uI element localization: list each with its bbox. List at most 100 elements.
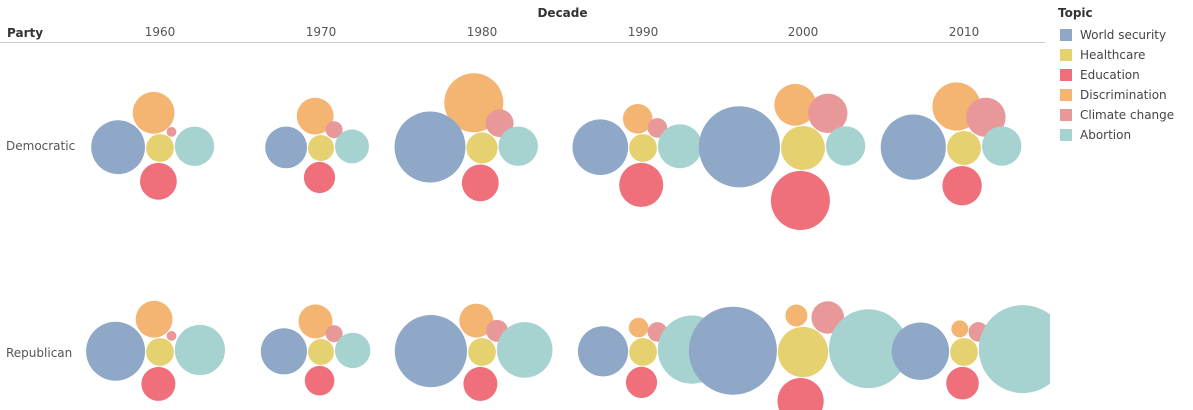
bubble-cluster-democratic-1980 xyxy=(394,73,538,202)
legend-swatch xyxy=(1060,89,1072,101)
bubble-education-republican-1990[interactable] xyxy=(625,366,658,398)
header-divider xyxy=(0,42,1045,43)
decade-header-1990[interactable]: 1990 xyxy=(627,25,659,39)
bubble-education-democratic-1980[interactable] xyxy=(461,164,499,202)
bubble-world-security-democratic-1980[interactable] xyxy=(394,111,466,183)
bubble-climate-change-democratic-1970[interactable] xyxy=(325,121,343,139)
legend-item-abortion[interactable]: Abortion xyxy=(1058,125,1188,145)
legend-item-climate-change[interactable]: Climate change xyxy=(1058,105,1188,125)
bubble-world-security-democratic-1960[interactable] xyxy=(91,120,145,175)
bubble-climate-change-democratic-1960[interactable] xyxy=(166,126,177,137)
bubble-world-security-republican-2010[interactable] xyxy=(891,322,950,380)
legend-label: Abortion xyxy=(1080,128,1132,142)
bubble-world-security-democratic-1970[interactable] xyxy=(265,126,307,169)
legend-swatch xyxy=(1060,129,1072,141)
bubble-abortion-democratic-1990[interactable] xyxy=(657,124,702,169)
bubble-discrimination-democratic-2000[interactable] xyxy=(774,83,817,126)
decade-header-2000[interactable]: 2000 xyxy=(787,25,819,39)
bubble-climate-change-democratic-2000[interactable] xyxy=(808,93,848,133)
bubble-world-security-republican-1980[interactable] xyxy=(394,315,467,388)
bubble-world-security-democratic-2000[interactable] xyxy=(698,106,781,188)
bubble-cluster-republican-2000 xyxy=(688,301,908,410)
bubble-discrimination-republican-1980[interactable] xyxy=(459,303,494,338)
bubble-abortion-republican-1980[interactable] xyxy=(496,322,553,378)
bubble-cluster-republican-2010 xyxy=(891,305,1050,400)
bubble-abortion-democratic-1970[interactable] xyxy=(335,129,369,164)
bubble-abortion-democratic-1960[interactable] xyxy=(174,126,215,166)
decade-header-2010[interactable]: 2010 xyxy=(948,25,980,39)
bubble-healthcare-republican-1990[interactable] xyxy=(629,338,657,366)
bubble-education-democratic-2010[interactable] xyxy=(942,166,982,206)
bubble-education-democratic-2000[interactable] xyxy=(770,171,830,230)
decade-header-1960[interactable]: 1960 xyxy=(144,25,176,39)
legend-item-healthcare[interactable]: Healthcare xyxy=(1058,45,1188,65)
bubble-healthcare-republican-2010[interactable] xyxy=(950,338,978,366)
bubble-healthcare-republican-1980[interactable] xyxy=(468,338,496,366)
bubble-discrimination-republican-2000[interactable] xyxy=(785,304,808,327)
legend-label: Climate change xyxy=(1080,108,1175,122)
legend-swatch xyxy=(1060,49,1072,61)
bubble-education-democratic-1960[interactable] xyxy=(140,162,177,200)
legend-swatch xyxy=(1060,69,1072,81)
bubble-healthcare-democratic-1980[interactable] xyxy=(466,132,498,164)
bubble-healthcare-republican-2000[interactable] xyxy=(777,326,829,378)
bubble-education-republican-2010[interactable] xyxy=(946,366,979,400)
bubble-healthcare-democratic-1970[interactable] xyxy=(308,135,334,161)
decade-header-1980[interactable]: 1980 xyxy=(466,25,498,39)
bubble-abortion-republican-1970[interactable] xyxy=(335,332,371,369)
bubble-world-security-republican-1990[interactable] xyxy=(577,326,629,377)
bubble-education-republican-1980[interactable] xyxy=(463,366,498,401)
bubble-healthcare-democratic-2000[interactable] xyxy=(781,126,825,170)
bubble-abortion-republican-1960[interactable] xyxy=(174,324,225,376)
bubble-education-republican-2000[interactable] xyxy=(777,378,824,410)
bubble-climate-change-democratic-1990[interactable] xyxy=(647,118,668,138)
party-label-democratic[interactable]: Democratic xyxy=(6,139,76,153)
bubble-education-republican-1960[interactable] xyxy=(141,366,176,401)
bubble-cluster-democratic-1960 xyxy=(91,91,215,200)
bubble-cluster-democratic-2010 xyxy=(880,82,1022,206)
bubble-discrimination-democratic-1970[interactable] xyxy=(296,97,334,135)
bubble-abortion-democratic-2000[interactable] xyxy=(825,126,866,166)
bubble-world-security-democratic-1990[interactable] xyxy=(572,119,629,175)
bubble-abortion-democratic-2010[interactable] xyxy=(982,126,1022,166)
bubble-discrimination-republican-2010[interactable] xyxy=(951,320,969,338)
bubble-discrimination-republican-1960[interactable] xyxy=(135,300,173,338)
bubble-abortion-republican-2000[interactable] xyxy=(829,309,908,389)
bubble-cluster-democratic-1970 xyxy=(265,97,369,194)
party-label-republican[interactable]: Republican xyxy=(6,346,73,360)
bubble-world-security-democratic-2010[interactable] xyxy=(880,114,946,180)
bubble-world-security-republican-1960[interactable] xyxy=(86,321,146,381)
bubble-healthcare-republican-1960[interactable] xyxy=(146,338,174,366)
bubble-climate-change-republican-1960[interactable] xyxy=(166,331,177,341)
decade-header-1970[interactable]: 1970 xyxy=(305,25,337,39)
legend-item-education[interactable]: Education xyxy=(1058,65,1188,85)
bubble-chart xyxy=(86,73,1050,410)
bubble-climate-change-republican-1970[interactable] xyxy=(325,325,343,343)
bubble-healthcare-democratic-2010[interactable] xyxy=(947,131,981,165)
bubble-abortion-republican-2010[interactable] xyxy=(978,305,1050,394)
bubble-climate-change-democratic-1980[interactable] xyxy=(485,109,514,138)
legend-label: Education xyxy=(1080,68,1140,82)
bubble-discrimination-democratic-1960[interactable] xyxy=(132,91,175,134)
legend-item-discrimination[interactable]: Discrimination xyxy=(1058,85,1188,105)
bubble-education-republican-1970[interactable] xyxy=(304,365,335,396)
legend-item-world-security[interactable]: World security xyxy=(1058,25,1188,45)
bubble-healthcare-republican-1970[interactable] xyxy=(308,339,334,365)
legend: Topic World security Healthcare Educatio… xyxy=(1058,6,1188,145)
row-field-title: Party xyxy=(7,26,44,40)
bubble-climate-change-democratic-2010[interactable] xyxy=(966,97,1006,137)
bubble-climate-change-republican-2000[interactable] xyxy=(811,301,844,334)
bubble-education-democratic-1970[interactable] xyxy=(303,161,336,194)
bubble-healthcare-democratic-1960[interactable] xyxy=(146,134,174,162)
bubble-discrimination-republican-1990[interactable] xyxy=(628,317,649,338)
bubble-cluster-republican-1980 xyxy=(394,303,553,401)
bubble-education-democratic-1990[interactable] xyxy=(619,162,664,207)
bubble-healthcare-democratic-1990[interactable] xyxy=(629,134,657,162)
bubble-discrimination-republican-1970[interactable] xyxy=(298,304,333,339)
bubble-world-security-republican-2000[interactable] xyxy=(688,306,777,395)
bubble-abortion-democratic-1980[interactable] xyxy=(498,126,538,166)
bubble-discrimination-democratic-1990[interactable] xyxy=(622,104,653,134)
legend-label: World security xyxy=(1080,28,1167,42)
column-field-title: Decade xyxy=(537,6,588,20)
bubble-world-security-republican-1970[interactable] xyxy=(260,328,307,375)
